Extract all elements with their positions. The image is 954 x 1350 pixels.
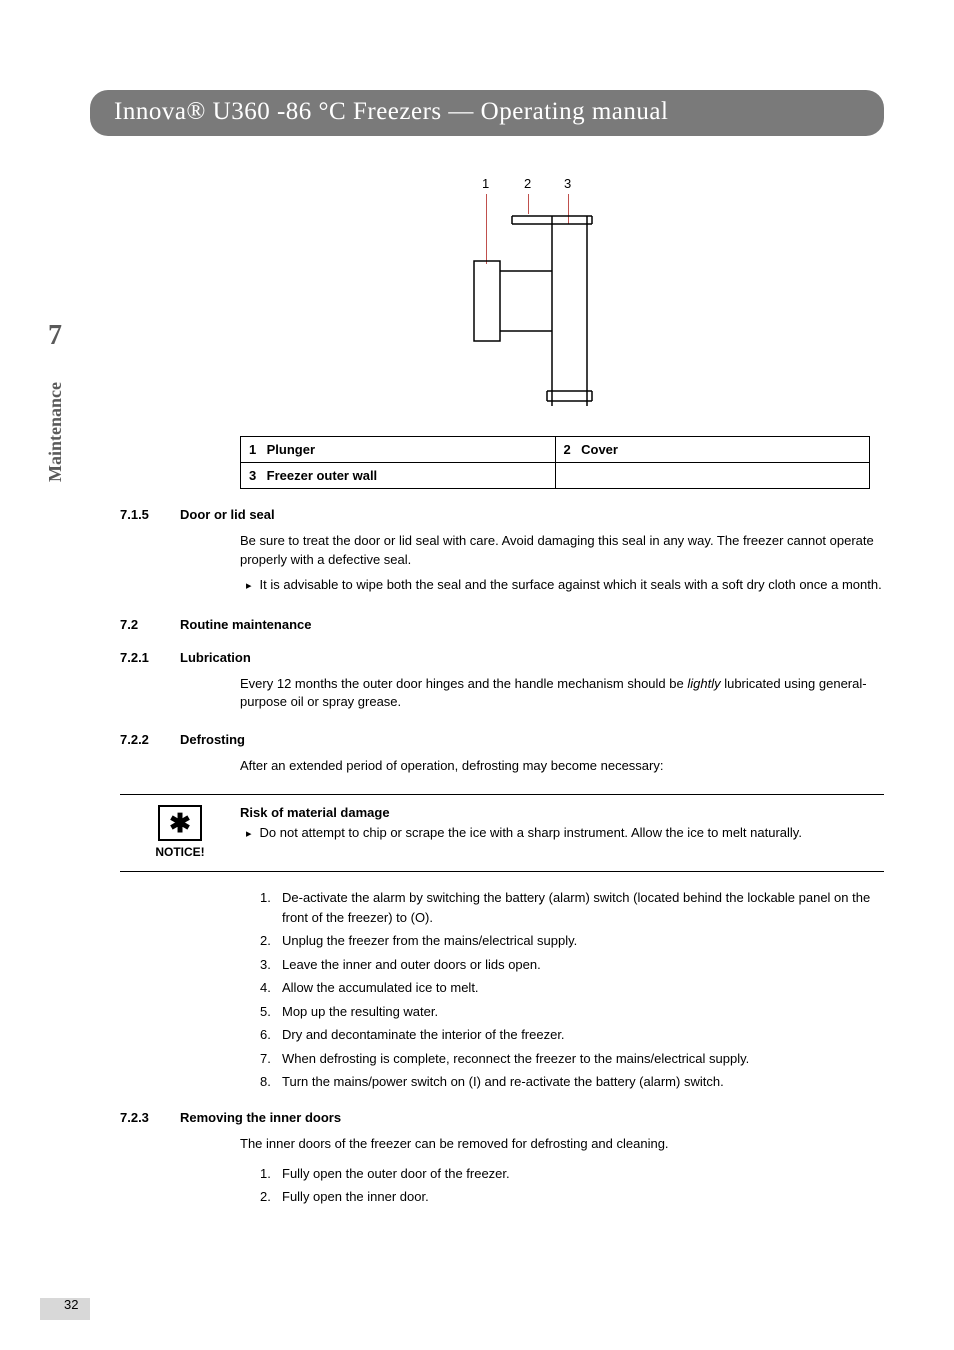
section-title: Lubrication	[180, 650, 251, 665]
port-diagram-svg	[452, 176, 672, 416]
section-title: Routine maintenance	[180, 617, 311, 632]
body-paragraph: After an extended period of operation, d…	[240, 757, 884, 776]
legend-num: 1	[249, 442, 263, 457]
step-text: When defrosting is complete, reconnect t…	[282, 1051, 749, 1066]
section-number: 7.2.3	[120, 1110, 180, 1125]
step-item: Leave the inner and outer doors or lids …	[260, 955, 884, 975]
section-number: 7.2.2	[120, 732, 180, 747]
section-number: 7.2	[120, 617, 180, 632]
notice-label: NOTICE!	[120, 845, 240, 859]
defrost-steps: De-activate the alarm by switching the b…	[260, 888, 884, 1092]
chapter-number: 7	[40, 320, 70, 352]
notice-title: Risk of material damage	[240, 805, 802, 820]
step-item: Allow the accumulated ice to melt.	[260, 978, 884, 998]
paragraph: Be sure to treat the door or lid seal wi…	[240, 532, 884, 570]
step-item: Turn the mains/power switch on (I) and r…	[260, 1072, 884, 1092]
body-paragraph: Be sure to treat the door or lid seal wi…	[240, 532, 884, 595]
legend-num: 2	[564, 442, 578, 457]
step-text: Leave the inner and outer doors or lids …	[282, 957, 541, 972]
section-7-2-2: 7.2.2 Defrosting	[120, 732, 884, 747]
legend-num: 3	[249, 468, 263, 483]
legend-label: Cover	[581, 442, 618, 457]
step-item: When defrosting is complete, reconnect t…	[260, 1049, 884, 1069]
section-7-2-3: 7.2.3 Removing the inner doors	[120, 1110, 884, 1125]
notice-block: ✱ NOTICE! Risk of material damage Do not…	[120, 794, 884, 872]
notice-icon: ✱	[158, 805, 202, 841]
step-text: Dry and decontaminate the interior of th…	[282, 1027, 565, 1042]
legend-label: Plunger	[267, 442, 315, 457]
chapter-label: Maintenance	[45, 382, 66, 482]
step-item: Mop up the resulting water.	[260, 1002, 884, 1022]
section-title: Door or lid seal	[180, 507, 275, 522]
section-7-1-5: 7.1.5 Door or lid seal	[120, 507, 884, 522]
section-title: Removing the inner doors	[180, 1110, 341, 1125]
side-tab: 7 Maintenance	[40, 320, 70, 487]
section-7-2-1: 7.2.1 Lubrication	[120, 650, 884, 665]
step-item: Dry and decontaminate the interior of th…	[260, 1025, 884, 1045]
paragraph-part: Every 12 months the outer door hinges an…	[240, 676, 687, 691]
body-paragraph: The inner doors of the freezer can be re…	[240, 1135, 884, 1154]
content-area: 1 2 3	[120, 176, 884, 1207]
section-7-2: 7.2 Routine maintenance	[120, 617, 884, 632]
step-text: Mop up the resulting water.	[282, 1004, 438, 1019]
paragraph-emphasis: lightly	[687, 676, 720, 691]
bullet-item: It is advisable to wipe both the seal an…	[240, 576, 884, 595]
step-item: Unplug the freezer from the mains/electr…	[260, 931, 884, 951]
document-title-banner: Innova® U360 -86 °C Freezers — Operating…	[90, 90, 884, 136]
step-text: Fully open the inner door.	[282, 1189, 429, 1204]
diagram-figure: 1 2 3	[240, 176, 884, 416]
step-item: Fully open the outer door of the freezer…	[260, 1164, 884, 1184]
body-paragraph: Every 12 months the outer door hinges an…	[240, 675, 884, 713]
step-text: Allow the accumulated ice to melt.	[282, 980, 479, 995]
step-text: Unplug the freezer from the mains/electr…	[282, 933, 577, 948]
diagram-legend-table: 1 Plunger 2 Cover 3 Freezer outer wall	[240, 436, 870, 489]
legend-label: Freezer outer wall	[267, 468, 378, 483]
step-text: De-activate the alarm by switching the b…	[282, 890, 870, 925]
section-title: Defrosting	[180, 732, 245, 747]
section-number: 7.2.1	[120, 650, 180, 665]
step-text: Fully open the outer door of the freezer…	[282, 1166, 510, 1181]
inner-door-steps: Fully open the outer door of the freezer…	[260, 1164, 884, 1207]
section-number: 7.1.5	[120, 507, 180, 522]
page-number: 32	[64, 1297, 78, 1312]
step-item: De-activate the alarm by switching the b…	[260, 888, 884, 927]
step-item: Fully open the inner door.	[260, 1187, 884, 1207]
notice-bullet: Do not attempt to chip or scrape the ice…	[240, 824, 802, 842]
step-text: Turn the mains/power switch on (I) and r…	[282, 1074, 724, 1089]
